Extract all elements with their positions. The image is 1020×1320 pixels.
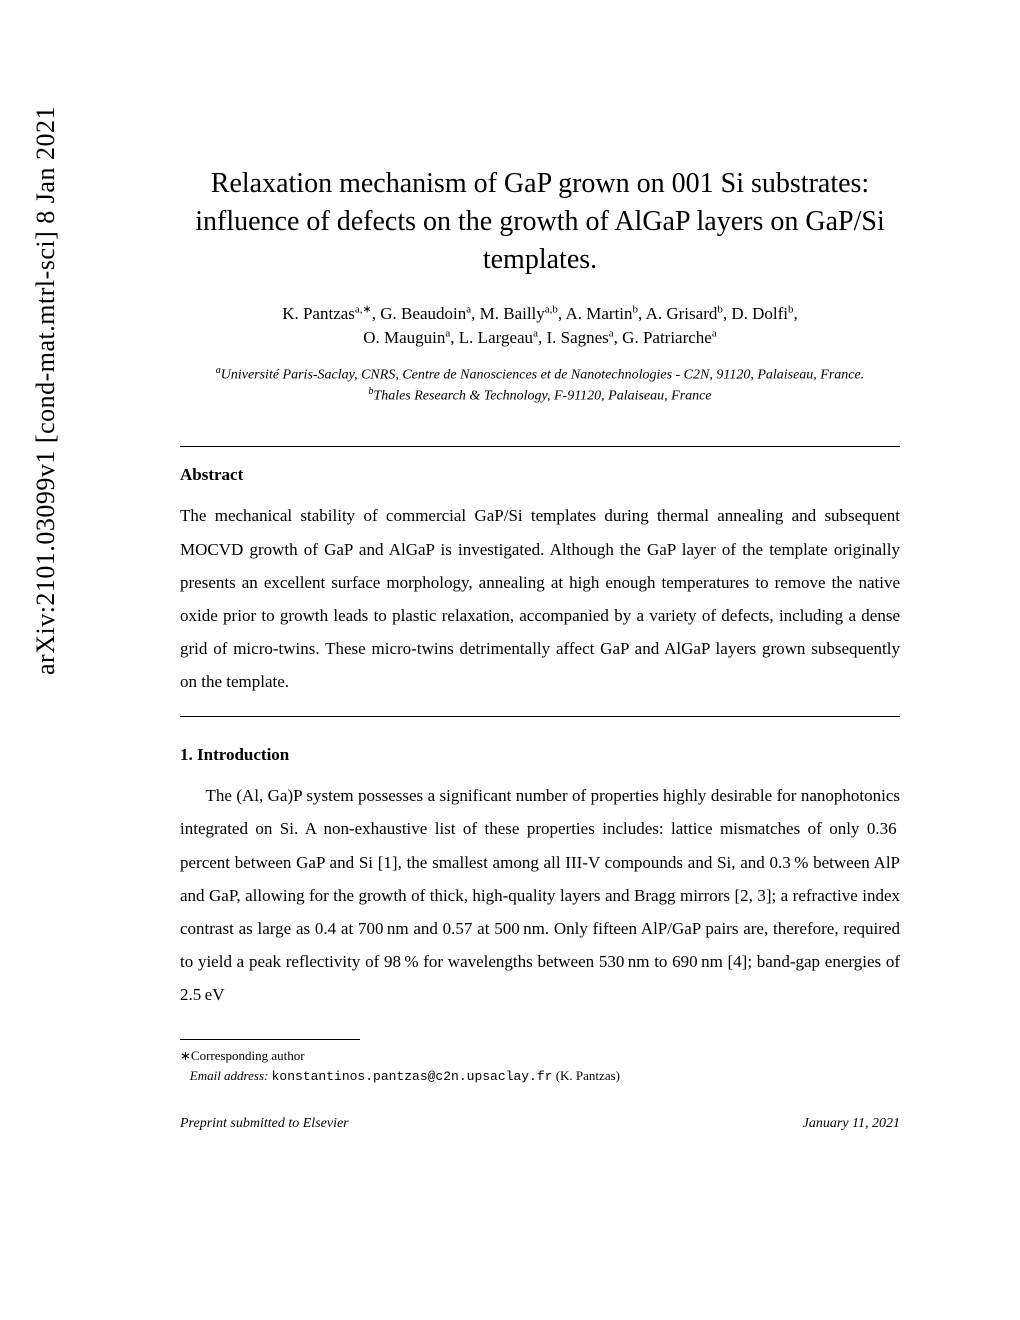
arxiv-identifier: arXiv:2101.03099v1 [cond-mat.mtrl-sci] 8… <box>31 106 61 675</box>
rule-top <box>180 446 900 447</box>
arxiv-id: arXiv:2101.03099v1 <box>31 450 60 675</box>
main-content: Relaxation mechanism of GaP grown on 001… <box>180 0 900 1132</box>
abstract-heading: Abstract <box>180 465 900 485</box>
page-footer: Preprint submitted to Elsevier January 1… <box>180 1116 900 1132</box>
footnote-email-name: (K. Pantzas) <box>556 1068 620 1083</box>
section-1-heading: 1. Introduction <box>180 745 900 765</box>
footnote-rule <box>180 1039 360 1040</box>
authors-line-2: O. Mauguina, L. Largeaua, I. Sagnesa, G.… <box>180 326 900 350</box>
footnote-email-line: Email address: konstantinos.pantzas@c2n.… <box>180 1066 900 1087</box>
affiliations: aUniversité Paris-Saclay, CNRS, Centre d… <box>180 364 900 407</box>
abstract-text: The mechanical stability of commercial G… <box>180 499 900 698</box>
authors-line-1: K. Pantzasa,∗, G. Beaudoina, M. Baillya,… <box>180 302 900 326</box>
arxiv-date: 8 Jan 2021 <box>31 106 60 224</box>
footer-left: Preprint submitted to Elsevier <box>180 1116 349 1132</box>
affiliation-b: bThales Research & Technology, F-91120, … <box>180 385 900 406</box>
arxiv-category: [cond-mat.mtrl-sci] <box>31 231 60 443</box>
footer-right: January 11, 2021 <box>803 1116 900 1132</box>
affiliation-a: aUniversité Paris-Saclay, CNRS, Centre d… <box>180 364 900 385</box>
footnote-email: konstantinos.pantzas@c2n.upsaclay.fr <box>272 1069 553 1084</box>
body-paragraph: The (Al, Ga)P system possesses a signifi… <box>180 779 900 1011</box>
footnote-block: ∗Corresponding author Email address: kon… <box>180 1046 900 1086</box>
footnote-email-label: Email address: <box>190 1068 269 1083</box>
author-list: K. Pantzasa,∗, G. Beaudoina, M. Baillya,… <box>180 302 900 350</box>
footnote-corresponding: ∗Corresponding author <box>180 1046 900 1066</box>
rule-bottom <box>180 716 900 717</box>
paper-title: Relaxation mechanism of GaP grown on 001… <box>180 165 900 278</box>
